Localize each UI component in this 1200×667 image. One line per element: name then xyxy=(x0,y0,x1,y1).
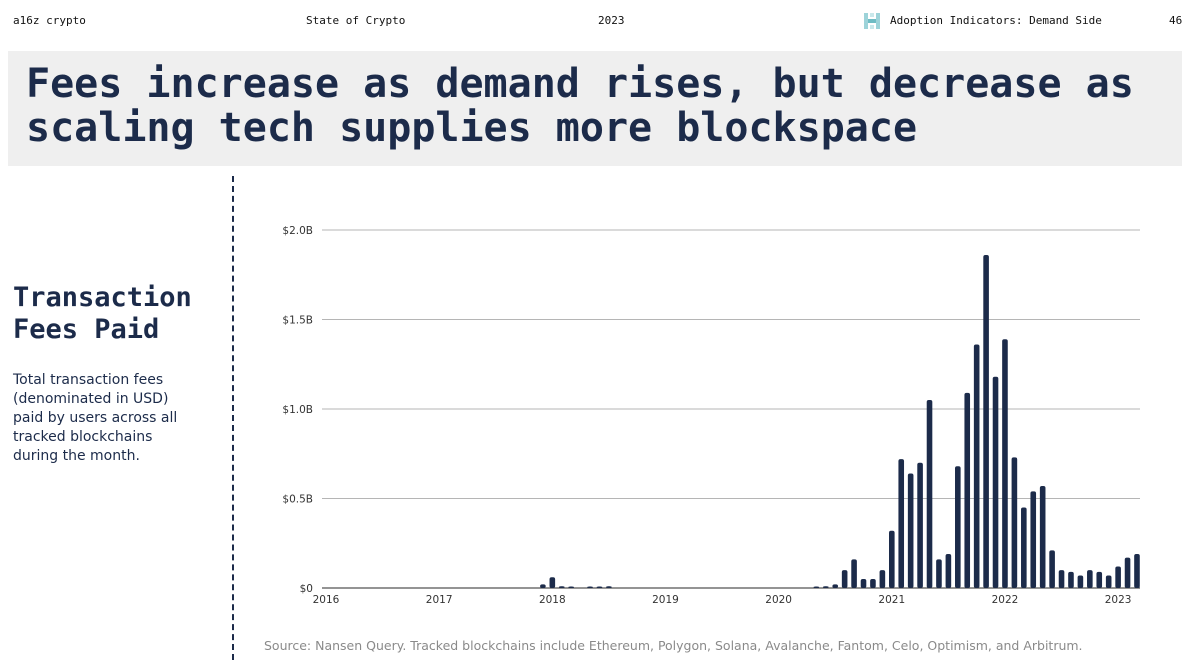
year-label: 2023 xyxy=(598,14,625,27)
y-tick-label: $0.5B xyxy=(282,494,313,506)
bar xyxy=(540,584,546,588)
bar xyxy=(1124,557,1131,588)
a16z-logo-icon xyxy=(864,13,880,29)
bar xyxy=(832,584,839,588)
x-tick-label: 2021 xyxy=(878,594,905,606)
bar xyxy=(606,586,612,588)
page-number: 46 xyxy=(1169,14,1183,27)
bar xyxy=(870,579,876,588)
bar xyxy=(813,586,820,588)
bar xyxy=(860,579,867,588)
panel-title: Transaction Fees Paid xyxy=(13,282,192,345)
bar xyxy=(992,376,999,588)
bar xyxy=(936,559,942,588)
bar xyxy=(945,553,952,588)
top-bar: a16z crypto State of Crypto 2023 Adoptio… xyxy=(0,0,1200,40)
y-tick-label: $0 xyxy=(300,583,313,595)
bar xyxy=(549,577,556,588)
x-tick-label: 2019 xyxy=(652,594,679,606)
slide-title: Fees increase as demand rises, but decre… xyxy=(26,61,1134,151)
bar xyxy=(1105,575,1112,588)
x-tick-label: 2017 xyxy=(426,594,453,606)
bar xyxy=(1077,575,1084,588)
bar xyxy=(1096,571,1103,588)
bar xyxy=(955,466,961,588)
panel-description: Total transaction fees (denominated in U… xyxy=(13,372,178,464)
bar xyxy=(1011,457,1018,588)
bar xyxy=(851,559,857,588)
bar xyxy=(889,530,895,588)
bar xyxy=(1030,491,1037,588)
y-tick-label: $2.0B xyxy=(282,225,313,237)
x-tick-label: 2022 xyxy=(992,594,1019,606)
bar xyxy=(558,586,565,588)
bar xyxy=(1021,507,1027,588)
brand-label: a16z crypto xyxy=(13,14,86,27)
bar xyxy=(1068,571,1074,588)
x-tick-label: 2018 xyxy=(539,594,566,606)
bar xyxy=(1134,553,1140,588)
x-tick-label: 2016 xyxy=(313,594,340,606)
x-tick-label: 2023 xyxy=(1105,594,1132,606)
bar xyxy=(1039,485,1046,588)
y-tick-label: $1.0B xyxy=(282,404,313,416)
bar xyxy=(1115,566,1121,588)
bar xyxy=(879,570,886,588)
bar xyxy=(907,473,914,588)
bar xyxy=(1087,570,1093,588)
x-tick-label: 2020 xyxy=(765,594,792,606)
bar xyxy=(983,255,989,588)
bar xyxy=(822,586,829,588)
bar xyxy=(1058,570,1065,588)
source-note: Source: Nansen Query. Tracked blockchain… xyxy=(264,638,1083,653)
bar xyxy=(596,586,603,588)
bar xyxy=(926,400,933,588)
panel-divider xyxy=(232,176,234,660)
bar xyxy=(841,570,848,588)
bar xyxy=(587,586,593,588)
bar xyxy=(1049,550,1055,588)
section-label: Adoption Indicators: Demand Side xyxy=(890,14,1102,27)
bar xyxy=(964,392,971,588)
bar xyxy=(973,344,980,588)
bar xyxy=(898,459,905,588)
bar xyxy=(1002,339,1008,588)
report-label: State of Crypto xyxy=(306,14,406,27)
bar xyxy=(568,586,574,588)
y-tick-label: $1.5B xyxy=(282,315,313,327)
bar xyxy=(917,462,923,588)
fees-bar-chart: $0 $0.5B $1.0B $1.5B $2.0B 2016 2017 2018 2019 20… xyxy=(282,225,1140,606)
title-banner xyxy=(8,51,1182,166)
